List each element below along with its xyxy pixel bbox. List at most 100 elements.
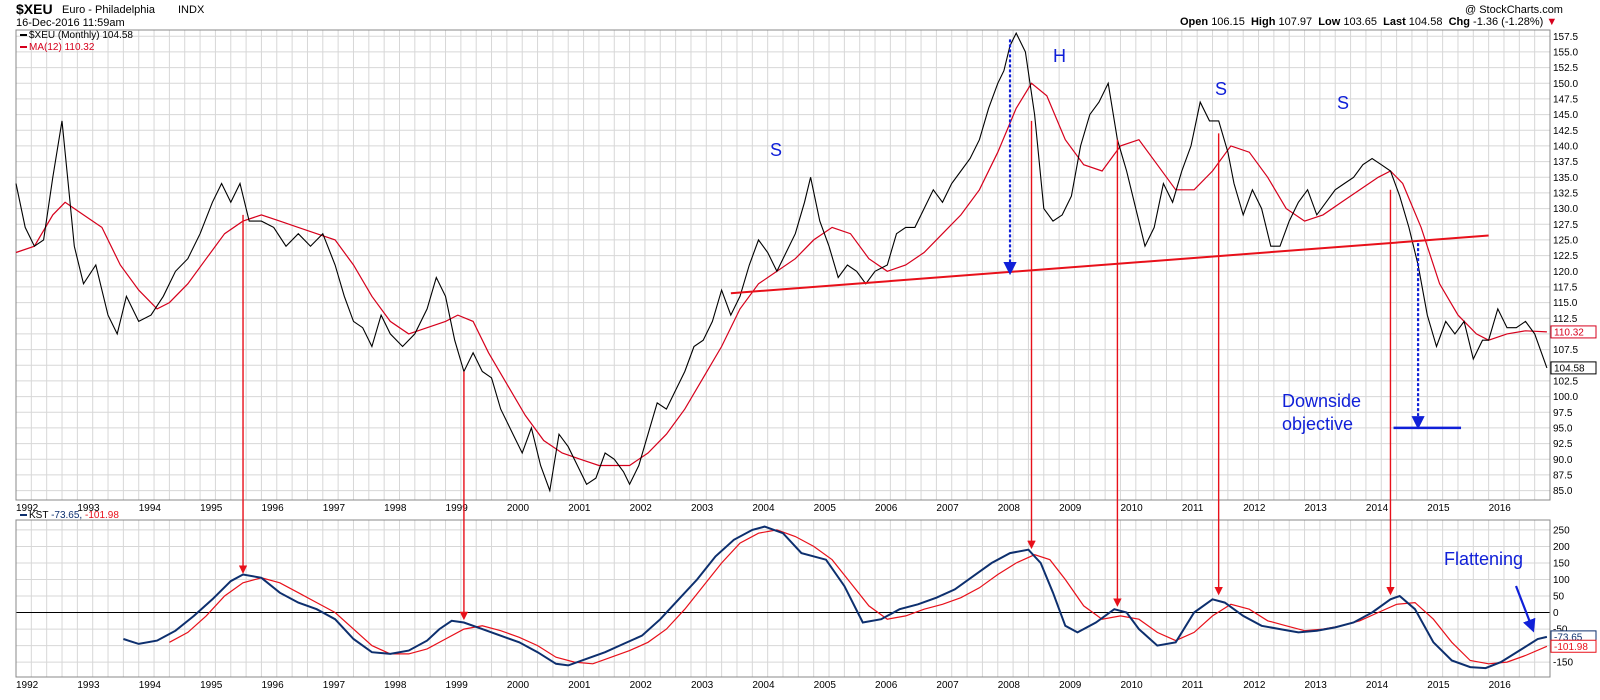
kst-signal-line [169,529,1548,665]
instrument-name: Euro - Philadelphia [62,4,155,16]
price-x-label: 2009 [1059,503,1082,514]
price-x-label: 2005 [814,503,837,514]
kst-x-label: 2005 [814,680,837,691]
kst-x-label: 1995 [200,680,223,691]
chg-value: -1.36 (-1.28%) [1473,16,1544,28]
price-x-label: 2015 [1427,503,1450,514]
price-y-tick-label: 120.0 [1553,267,1578,278]
price-x-label: 2011 [1182,503,1204,514]
kst-x-label: 2001 [568,680,591,691]
kst-y-tick-label: 250 [1553,525,1570,536]
price-line [15,31,1548,493]
kst-x-label: 2004 [752,680,775,691]
kst-x-label: 2012 [1243,680,1266,691]
last-value: 104.58 [1408,16,1443,28]
kst-signal-legend-value: -101.98 [84,510,119,521]
kst-x-label: 1997 [323,680,346,691]
price-x-label: 2007 [936,503,959,514]
signal-last-tag: -101.98 [1550,639,1597,653]
flattening-arrow [1514,585,1536,633]
kst-x-label: 1996 [261,680,284,691]
price-y-tick-label: 147.5 [1553,94,1578,105]
last-label: Last [1383,16,1406,28]
price-x-label: 1997 [323,503,346,514]
chart-header: $XEU Euro - Philadelphia INDX 16-Dec-201… [0,0,1600,30]
kst-legend-value: -73.65, [51,510,83,521]
price-y-tick-label: 142.5 [1553,126,1578,137]
annotation-s-mid: S [1215,79,1228,99]
high-label: High [1250,16,1276,28]
price-x-label: 1995 [200,503,223,514]
price-x-label: 2008 [998,503,1021,514]
price-x-label: 2003 [691,503,714,514]
kst-x-label: 2003 [691,680,714,691]
kst-x-label: 1994 [139,680,162,691]
ma-legend-swatch [20,46,27,49]
kst-grid [15,520,1551,677]
price-y-tick-label: 157.5 [1553,32,1578,43]
price-x-label: 2014 [1366,503,1389,514]
price-y-tick-label: 135.0 [1553,173,1578,184]
price-grid [15,30,1551,500]
price-x-label: 2016 [1489,503,1512,514]
price-y-tick-label: 90.0 [1553,455,1573,466]
price-last-tag: 104.58 [1550,361,1597,375]
price-x-label: 1993 [77,503,100,514]
price-legend-swatch [20,34,27,37]
neckline [730,234,1489,295]
kst-x-label: 2002 [630,680,653,691]
signal-last-tag-text: -101.98 [1554,642,1588,653]
annotation-s-left: S [770,140,783,160]
kst-x-label: 2015 [1427,680,1450,691]
price-y-tick-label: 102.5 [1553,376,1578,387]
price-x-label: 1994 [139,503,162,514]
price-x-label: 1998 [384,503,407,514]
price-legend: $XEU (Monthly) 104.58 MA(12) 110.32 [20,30,133,54]
x-axis-labels: 1992 1992 1993 1993 1994 1994 1995 1995 1996 1996… [16,503,1511,691]
price-y-tick-label: 107.5 [1553,345,1578,356]
price-y-tick-label: 155.0 [1553,47,1578,58]
kst-x-label: 2008 [998,680,1021,691]
price-y-tick-label: 145.0 [1553,110,1578,121]
price-y-tick-label: 140.0 [1553,141,1578,152]
kst-x-label: 2013 [1305,680,1328,691]
kst-y-tick-label: 200 [1553,542,1570,553]
ma-legend-text: MA(12) 110.32 [29,42,95,53]
kst-legend-swatch [20,514,27,517]
kst-last-tag-text: -73.65 [1554,632,1583,643]
kst-x-label: 1992 [16,680,39,691]
kst-y-tick-label: 0 [1553,608,1559,619]
kst-x-label: 2011 [1182,680,1204,691]
price-x-label: 2001 [568,503,591,514]
price-y-tick-label: 125.0 [1553,235,1578,246]
kst-x-label: 2009 [1059,680,1082,691]
high-value: 107.97 [1278,16,1313,28]
price-x-label: 2012 [1243,503,1266,514]
kst-x-label: 2016 [1489,680,1512,691]
last-value-tags: 110.32 104.58 -73.65-101.98 [1550,325,1597,653]
price-y-tick-label: 137.5 [1553,157,1578,168]
price-y-tick-label: 152.5 [1553,63,1578,74]
kst-line [123,525,1548,670]
price-y-tick-label: 115.0 [1553,298,1578,309]
exchange-label: INDX [178,4,205,16]
price-y-tick-label: 112.5 [1553,314,1578,325]
kst-y-tick-label: -50 [1553,625,1568,636]
ma-last-tag-text: 110.32 [1554,327,1584,338]
kst-x-label: 2000 [507,680,530,691]
ma-last-tag-box [1550,325,1597,339]
price-y-tick-label: 100.0 [1553,392,1578,403]
price-y-tick-label: 117.5 [1553,282,1578,293]
open-label: Open [1180,16,1209,28]
kst-x-label: 2006 [875,680,898,691]
kst-y-tick-label: -150 [1553,658,1573,669]
kst-x-label: 1993 [77,680,100,691]
price-last-tag-box [1550,361,1597,375]
price-last-tag-text: 104.58 [1554,363,1585,374]
quote-bar: Open 106.15 High 107.97 Low 103.65 Last … [1180,16,1557,28]
kst-panel-frame [15,519,1551,678]
flattening-label: Flattening [1444,549,1524,569]
kst-legend: KST -73.65, -101.98 [20,510,119,521]
kst-y-tick-label: 100 [1553,575,1570,586]
